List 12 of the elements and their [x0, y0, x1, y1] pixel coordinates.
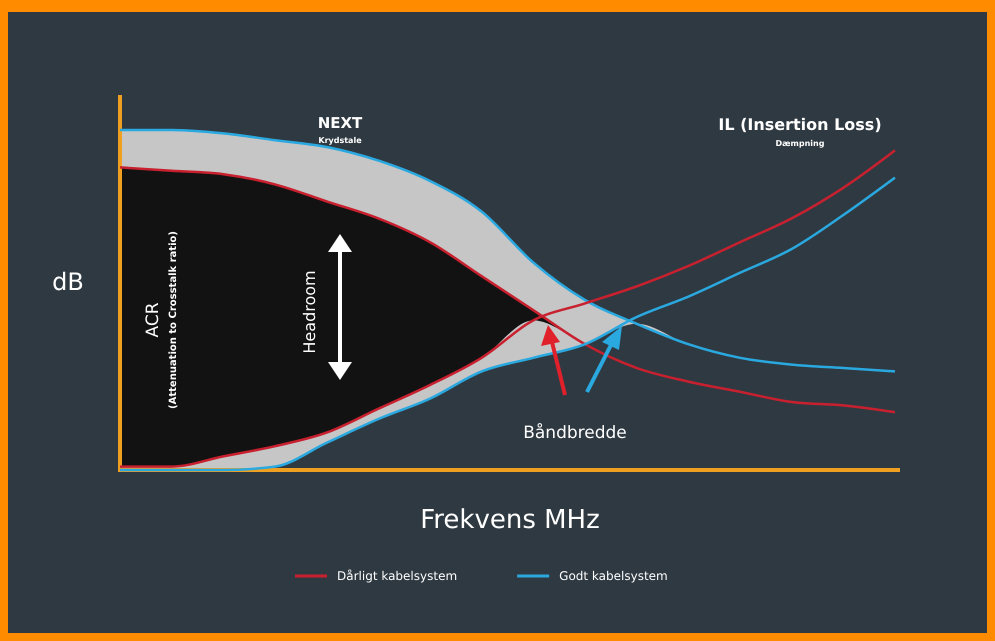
annotation: IL (Insertion Loss): [718, 115, 882, 134]
annotation: Dæmpning: [776, 139, 825, 148]
legend-label: Dårligt kabelsystem: [337, 569, 458, 583]
x-axis-title: Frekvens MHz: [420, 505, 600, 535]
legend-label: Godt kabelsystem: [559, 569, 668, 583]
annotation: Krydstale: [318, 136, 362, 145]
annotation: Headroom: [300, 270, 319, 354]
annotation: (Attenuation to Crosstalk ratio): [168, 231, 179, 409]
annotation: NEXT: [318, 114, 364, 132]
annotation: ACR: [143, 302, 163, 338]
annotation: Båndbredde: [523, 423, 627, 443]
y-axis-title: dB: [52, 268, 84, 296]
